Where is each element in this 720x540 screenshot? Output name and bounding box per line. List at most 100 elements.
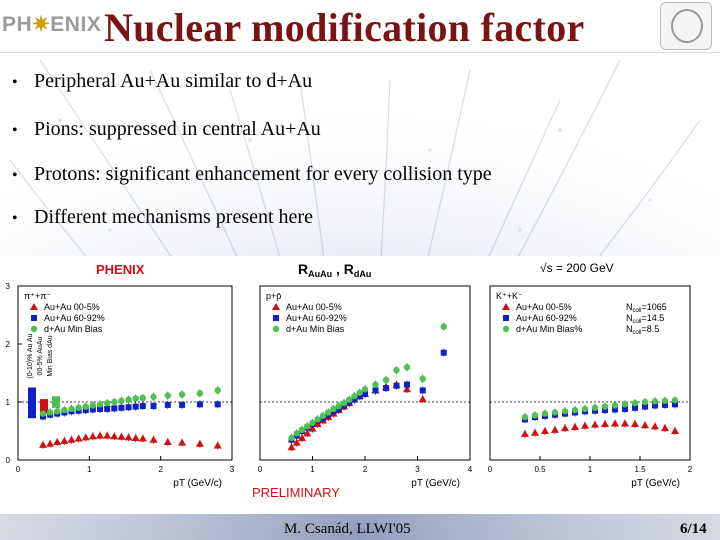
data-point-triangle xyxy=(571,422,579,430)
data-point-triangle xyxy=(671,427,679,434)
data-point-triangle xyxy=(631,420,639,428)
systematic-band-peripheral xyxy=(28,387,36,419)
x-axis-label: pT (GeV/c) xyxy=(173,478,222,489)
data-point-triangle xyxy=(124,433,133,441)
panel-pi: 0 1 2 3 0 1 2 3 pT (GeV/c) π⁺+π⁻Au+Au 00-5%Au+Au … xyxy=(6,282,235,489)
x-tick-label: 2 xyxy=(363,465,368,474)
data-point-triangle xyxy=(531,428,539,436)
legend-entry: Au+Au 60-92% xyxy=(286,313,347,323)
data-point-square xyxy=(139,403,146,410)
data-point-circle xyxy=(214,387,221,394)
data-point-circle xyxy=(68,405,75,413)
data-point-circle xyxy=(314,416,321,423)
data-point-circle xyxy=(196,390,204,397)
data-point-circle xyxy=(30,325,38,333)
data-point-triangle xyxy=(641,421,649,429)
data-point-circle xyxy=(393,366,400,374)
data-point-square xyxy=(214,401,221,408)
x-tick-label: 3 xyxy=(415,465,420,474)
data-point-triangle xyxy=(298,433,306,441)
data-point-circle xyxy=(82,403,89,410)
ncoll-label: Ncoll=14.5 xyxy=(626,313,664,325)
legend-entry: Au+Au 60-92% xyxy=(516,313,577,323)
data-point-triangle xyxy=(308,424,317,432)
data-point-square xyxy=(440,349,447,356)
panel-frame xyxy=(17,285,233,461)
data-point-circle xyxy=(346,396,353,403)
legend-entry: Au+Au 60-92% xyxy=(44,313,105,323)
data-point-circle xyxy=(351,393,358,400)
data-point-circle xyxy=(132,395,139,402)
data-point-circle xyxy=(304,423,311,430)
data-point-circle xyxy=(54,408,61,415)
slide-header: PH✷ENIX Nuclear modification factor xyxy=(0,0,720,52)
data-point-circle xyxy=(551,409,559,416)
data-point-triangle xyxy=(611,419,619,427)
data-point-circle xyxy=(621,401,629,408)
data-point-triangle xyxy=(131,433,140,441)
x-tick-label: 3 xyxy=(230,465,235,474)
data-point-triangle xyxy=(178,438,187,446)
data-point-square xyxy=(196,401,203,408)
data-point-circle xyxy=(39,410,47,417)
data-point-triangle xyxy=(403,385,411,393)
data-point-triangle xyxy=(651,422,659,430)
data-point-circle xyxy=(521,413,529,421)
ncoll-label: Ncoll=1065 xyxy=(626,302,667,314)
x-tick-label: 1 xyxy=(310,465,315,474)
data-point-triangle xyxy=(541,427,549,434)
legend-entry: d+Au Min Bias xyxy=(44,324,103,334)
data-point-triangle xyxy=(292,438,301,446)
panel-species-label: π⁺+π⁻ xyxy=(24,291,51,301)
data-point-triangle xyxy=(88,432,97,440)
preliminary-label: PRELIMINARY xyxy=(252,485,340,500)
data-point-circle xyxy=(309,419,316,427)
logo-text-pre: PH xyxy=(2,13,33,36)
data-point-square xyxy=(273,315,279,321)
data-point-triangle xyxy=(502,303,510,310)
data-point-circle xyxy=(103,399,111,407)
data-point-triangle xyxy=(46,439,55,447)
data-point-square xyxy=(503,315,509,321)
data-point-circle xyxy=(419,375,426,382)
data-point-triangle xyxy=(591,420,599,428)
footer-author: M. Csanád, LLWI'05 xyxy=(284,521,411,537)
data-point-circle xyxy=(288,434,295,442)
x-tick-label: 4 xyxy=(468,465,473,474)
data-point-triangle xyxy=(287,443,296,451)
data-point-triangle xyxy=(272,303,280,310)
data-point-circle xyxy=(356,389,363,396)
data-point-square xyxy=(404,381,410,388)
y-tick-label: 2 xyxy=(6,340,11,349)
data-point-circle xyxy=(75,404,82,411)
data-point-circle xyxy=(293,430,300,437)
data-point-circle xyxy=(178,391,186,398)
data-point-square xyxy=(179,401,186,408)
data-point-square xyxy=(393,382,400,389)
legend-entry: Au+Au 00-5% xyxy=(286,302,342,312)
data-point-triangle xyxy=(67,435,76,443)
data-point-circle xyxy=(502,325,510,333)
raa-figure: PHENIX RAuAu , RdAu √s = 200 GeV PRELIMI… xyxy=(0,256,720,514)
x-tick-label: 2 xyxy=(158,465,163,474)
data-point-square xyxy=(372,387,379,394)
data-point-circle xyxy=(661,397,669,405)
x-tick-label: 0 xyxy=(16,465,21,474)
data-point-triangle xyxy=(117,432,126,440)
data-point-circle xyxy=(372,381,379,388)
legend-entry: Au+Au 00-5% xyxy=(516,302,572,312)
data-point-triangle xyxy=(103,431,112,439)
university-seal-icon xyxy=(660,2,712,50)
figure-energy-label: √s = 200 GeV xyxy=(540,261,614,275)
bullet-text: Different mechanisms present here xyxy=(34,206,313,228)
data-point-triangle xyxy=(38,440,47,448)
data-point-triangle xyxy=(551,425,559,433)
data-point-square xyxy=(31,315,37,321)
x-tick-label: 1 xyxy=(588,465,593,474)
data-point-circle xyxy=(125,396,132,403)
data-point-circle xyxy=(531,412,539,419)
data-point-circle xyxy=(591,404,599,411)
data-point-circle xyxy=(641,398,649,406)
data-point-circle xyxy=(671,397,679,404)
y-tick-label: 0 xyxy=(6,456,11,465)
